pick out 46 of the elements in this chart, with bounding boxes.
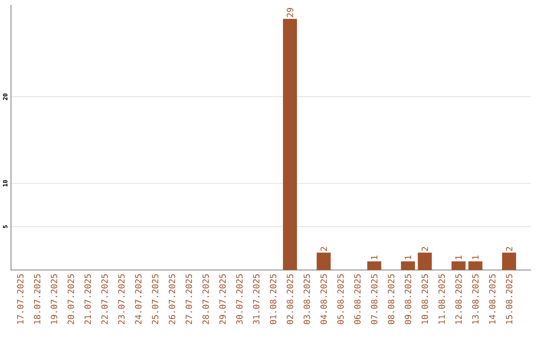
- x-tick-label: 30.07.2025: [236, 274, 243, 324]
- x-tick-label: 21.07.2025: [84, 274, 91, 324]
- bar: [502, 252, 516, 270]
- x-tick-label: 10.08.2025: [422, 274, 428, 324]
- data-label: 1: [404, 256, 412, 260]
- x-tick-label: 13.08.2025: [472, 274, 479, 324]
- x-tick-label: 25.07.2025: [152, 274, 158, 324]
- x-tick-label: 31.07.2025: [253, 274, 260, 324]
- x-tick-label: 19.07.2025: [50, 274, 58, 324]
- data-label: 2: [422, 247, 428, 251]
- x-tick-label: 18.07.2025: [34, 274, 40, 324]
- data-label: 1: [371, 256, 378, 260]
- x-tick-label: 22.07.2025: [101, 274, 108, 324]
- bar: [418, 252, 432, 270]
- x-tick-label: 17.07.2025: [17, 274, 24, 324]
- x-tick-label: 28.07.2025: [202, 274, 209, 324]
- bar: [282, 18, 297, 270]
- x-tick-label: 03.08.2025: [304, 274, 310, 324]
- data-label: 2: [320, 247, 327, 251]
- x-tick-label: 27.07.2025: [186, 274, 192, 324]
- x-tick-label: 26.07.2025: [168, 274, 176, 324]
- x-tick-label: 14.08.2025: [489, 274, 496, 324]
- bar: [452, 261, 466, 270]
- bar: [400, 261, 415, 270]
- x-tick-label: 04.08.2025: [320, 274, 327, 324]
- x-tick-label: 23.07.2025: [118, 274, 125, 324]
- x-tick-label: 07.08.2025: [371, 274, 378, 324]
- data-label: 29: [286, 8, 294, 18]
- data-label: 1: [472, 256, 478, 260]
- x-tick-label: 01.08.2025: [270, 274, 276, 324]
- data-label: 2: [506, 247, 512, 251]
- x-tick-label: 29.07.2025: [219, 274, 226, 324]
- x-tick-label: 15.08.2025: [506, 274, 512, 324]
- x-tick-label: 06.08.2025: [354, 274, 361, 324]
- x-tick-label: 05.08.2025: [337, 274, 344, 324]
- bar: [468, 261, 482, 270]
- x-tick-label: 08.08.2025: [388, 274, 394, 324]
- x-tick-label: 24.07.2025: [135, 274, 142, 324]
- x-tick-label: 09.08.2025: [404, 274, 412, 324]
- x-tick-label: 11.08.2025: [438, 274, 445, 324]
- data-label: 1: [455, 256, 462, 260]
- x-tick-label: 02.08.2025: [286, 274, 294, 324]
- x-tick-label: 12.08.2025: [455, 274, 462, 324]
- x-tick-label: 20.07.2025: [68, 274, 74, 324]
- bar: [316, 252, 331, 270]
- bar: [367, 261, 382, 270]
